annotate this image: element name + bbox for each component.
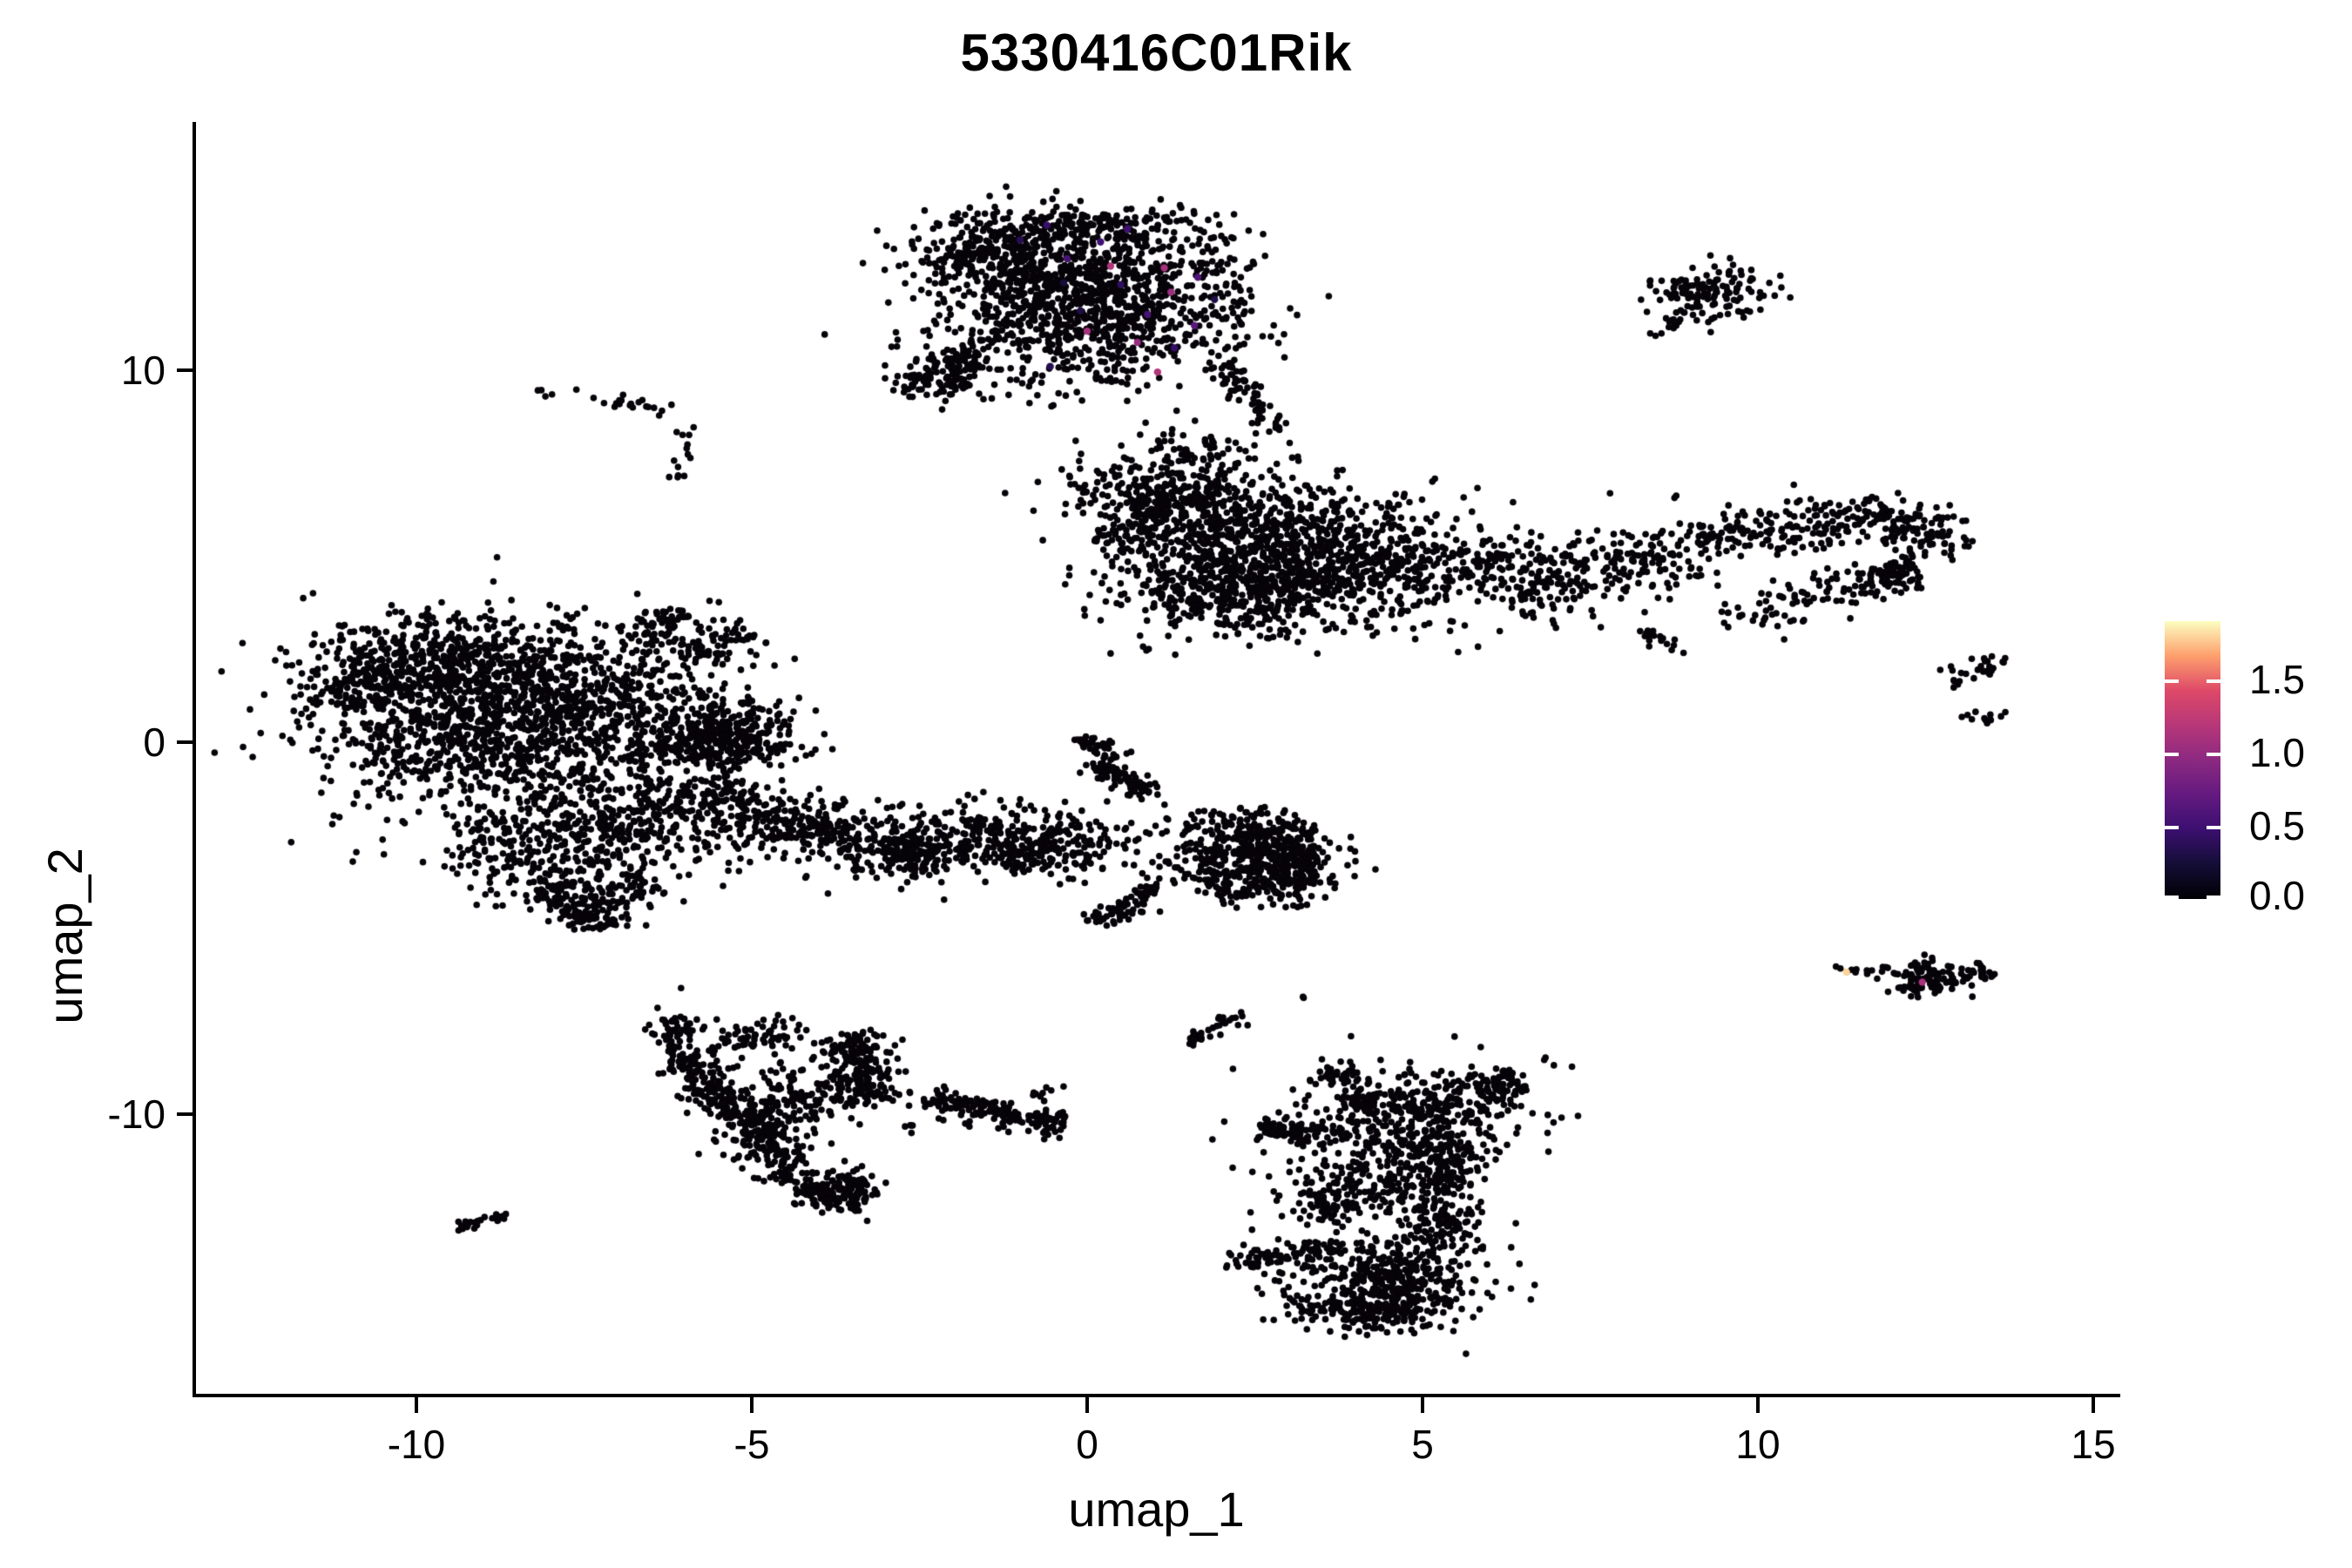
x-tick-label: 0 — [1076, 1422, 1098, 1467]
x-tick — [1756, 1397, 1760, 1413]
x-tick-label: -5 — [733, 1422, 770, 1467]
y-axis-line — [193, 122, 196, 1397]
colorbar-label: 1.0 — [2249, 730, 2305, 776]
x-axis-title: umap_1 — [1068, 1482, 1245, 1537]
y-tick-label: 0 — [143, 720, 166, 765]
y-tick — [177, 740, 193, 744]
x-tick — [415, 1397, 418, 1413]
x-axis-line — [193, 1394, 2120, 1397]
colorbar-tick — [2165, 896, 2179, 899]
x-tick-label: 15 — [2071, 1422, 2116, 1467]
colorbar-label: 1.5 — [2249, 657, 2305, 703]
colorbar-tick — [2165, 679, 2179, 684]
x-tick — [1085, 1397, 1089, 1413]
y-tick-label: -10 — [107, 1092, 166, 1137]
colorbar-tick — [2207, 826, 2220, 830]
y-tick — [177, 368, 193, 372]
colorbar-tick — [2207, 896, 2220, 899]
colorbar-label: 0.0 — [2249, 873, 2305, 918]
x-tick — [1421, 1397, 1424, 1413]
x-tick — [2092, 1397, 2095, 1413]
colorbar-tick — [2207, 753, 2220, 757]
y-tick — [177, 1112, 193, 1116]
colorbar-tick — [2165, 753, 2179, 757]
x-tick — [750, 1397, 754, 1413]
y-tick-label: 10 — [120, 348, 166, 393]
colorbar — [2165, 621, 2220, 899]
colorbar-tick — [2165, 826, 2179, 830]
colorbar-tick — [2207, 679, 2220, 684]
x-tick-label: -10 — [387, 1422, 446, 1467]
colorbar-label: 0.5 — [2249, 803, 2305, 849]
x-tick-label: 10 — [1735, 1422, 1781, 1467]
x-tick-label: 5 — [1411, 1422, 1434, 1467]
y-axis-title: umap_2 — [37, 848, 92, 1024]
